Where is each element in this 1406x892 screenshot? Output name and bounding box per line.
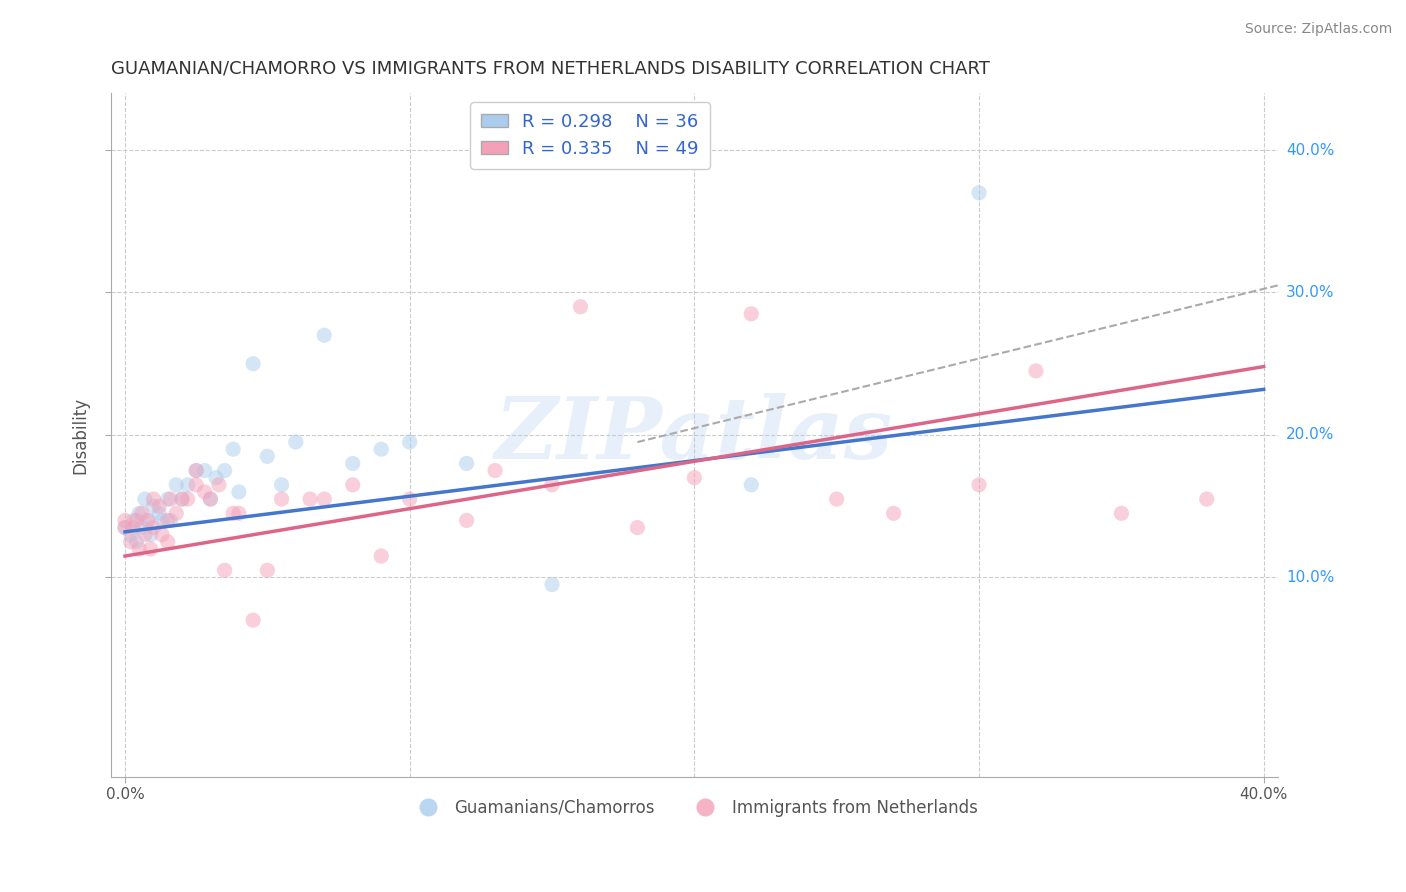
Point: [114, 520, 136, 534]
Point: [370, 549, 392, 563]
Point: [165, 506, 187, 520]
Point: [142, 491, 165, 506]
Text: GUAMANIAN/CHAMORRO VS IMMIGRANTS FROM NETHERLANDS DISABILITY CORRELATION CHART: GUAMANIAN/CHAMORRO VS IMMIGRANTS FROM NE…: [111, 60, 990, 78]
Point: [398, 435, 420, 450]
Point: [569, 300, 592, 314]
Y-axis label: Disability: Disability: [72, 396, 89, 474]
Point: [128, 541, 150, 556]
Point: [208, 478, 231, 492]
Point: [125, 513, 148, 527]
Point: [194, 485, 217, 500]
Point: [456, 513, 478, 527]
Point: [150, 513, 173, 527]
Point: [314, 328, 336, 343]
Point: [626, 520, 648, 534]
Point: [1111, 506, 1133, 520]
Point: [825, 491, 848, 506]
Point: [205, 471, 228, 485]
Point: [270, 478, 292, 492]
Point: [740, 307, 762, 321]
Point: [134, 491, 156, 506]
Point: [170, 491, 193, 506]
Point: [148, 506, 170, 520]
Point: [150, 527, 173, 541]
Point: [342, 457, 364, 471]
Text: 30.0%: 30.0%: [1286, 285, 1334, 300]
Point: [541, 577, 564, 591]
Point: [136, 513, 159, 527]
Point: [131, 520, 153, 534]
Point: [156, 513, 179, 527]
Point: [128, 506, 150, 520]
Point: [176, 478, 198, 492]
Point: [256, 563, 278, 577]
Point: [139, 527, 162, 541]
Point: [120, 534, 142, 549]
Point: [186, 478, 208, 492]
Point: [170, 491, 193, 506]
Point: [541, 478, 564, 492]
Point: [131, 506, 153, 520]
Text: ZIPatlas: ZIPatlas: [495, 393, 893, 476]
Point: [228, 485, 250, 500]
Point: [186, 464, 208, 478]
Point: [165, 478, 187, 492]
Point: [967, 186, 990, 200]
Point: [456, 457, 478, 471]
Legend: Guamanians/Chamorros, Immigrants from Netherlands: Guamanians/Chamorros, Immigrants from Ne…: [405, 792, 984, 823]
Text: 20.0%: 20.0%: [1286, 427, 1334, 442]
Point: [122, 513, 145, 527]
Point: [683, 471, 706, 485]
Point: [299, 491, 322, 506]
Point: [270, 491, 292, 506]
Point: [176, 491, 198, 506]
Point: [342, 478, 364, 492]
Text: Source: ZipAtlas.com: Source: ZipAtlas.com: [1244, 22, 1392, 37]
Point: [114, 513, 136, 527]
Point: [314, 491, 336, 506]
Point: [156, 534, 179, 549]
Point: [242, 613, 264, 627]
Text: 10.0%: 10.0%: [1286, 570, 1334, 585]
Point: [125, 534, 148, 549]
Point: [370, 442, 392, 457]
Point: [214, 464, 236, 478]
Point: [1025, 364, 1047, 378]
Point: [967, 478, 990, 492]
Point: [156, 491, 179, 506]
Point: [228, 506, 250, 520]
Point: [142, 520, 165, 534]
Point: [398, 491, 420, 506]
Point: [1195, 491, 1218, 506]
Point: [200, 491, 222, 506]
Point: [159, 513, 181, 527]
Point: [242, 357, 264, 371]
Point: [159, 491, 181, 506]
Text: 40.0%: 40.0%: [1286, 143, 1334, 158]
Point: [284, 435, 307, 450]
Point: [200, 491, 222, 506]
Point: [139, 541, 162, 556]
Point: [148, 499, 170, 513]
Point: [142, 499, 165, 513]
Point: [214, 563, 236, 577]
Point: [114, 520, 136, 534]
Point: [194, 464, 217, 478]
Point: [883, 506, 905, 520]
Point: [122, 520, 145, 534]
Point: [186, 464, 208, 478]
Point: [136, 513, 159, 527]
Point: [222, 442, 245, 457]
Point: [120, 527, 142, 541]
Point: [484, 464, 506, 478]
Point: [222, 506, 245, 520]
Point: [740, 478, 762, 492]
Point: [256, 450, 278, 464]
Point: [134, 527, 156, 541]
